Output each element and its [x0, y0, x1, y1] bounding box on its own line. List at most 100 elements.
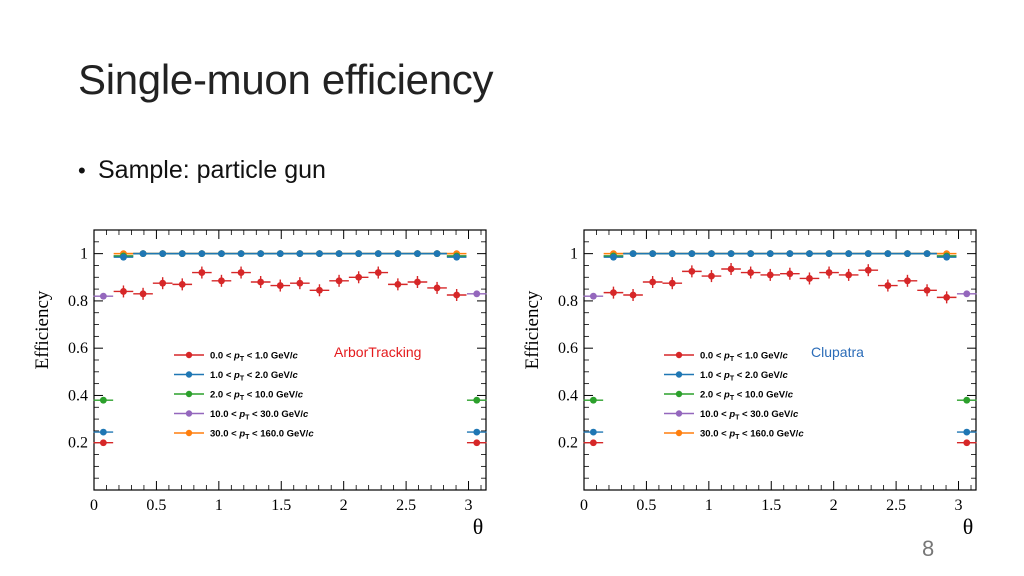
marker [453, 291, 461, 299]
legend-entry: 0.0 < pT < 1.0 GeV/c [174, 351, 298, 363]
y-tick-label: 1 [570, 246, 578, 263]
data-point [799, 250, 820, 258]
data-point [780, 250, 800, 258]
data-point [956, 428, 977, 436]
data-point [917, 250, 937, 258]
marker [727, 250, 735, 258]
data-point [721, 263, 741, 275]
x-tick-label: 1 [705, 497, 713, 514]
legend-marker [675, 351, 683, 359]
marker [99, 396, 107, 404]
marker [198, 250, 206, 258]
y-axis-label: Efficiency [522, 290, 543, 369]
series-0 [583, 263, 977, 447]
bullet-dot-icon: • [78, 157, 86, 183]
marker [668, 279, 676, 287]
data-point [446, 253, 467, 261]
marker [766, 271, 774, 279]
x-tick-label: 1 [215, 497, 223, 514]
data-point [956, 396, 977, 404]
marker [296, 279, 304, 287]
marker [394, 280, 402, 288]
data-point [309, 284, 330, 297]
data-point [427, 250, 447, 258]
data-point [329, 274, 349, 287]
data-point [290, 277, 310, 290]
data-point [878, 250, 898, 258]
legend-label: 2.0 < pT < 10.0 GeV/c [700, 390, 794, 403]
marker [610, 289, 617, 297]
x-tick-label: 3 [465, 497, 473, 514]
data-point [427, 281, 447, 294]
bullet-item: • Sample: particle gun [78, 156, 326, 185]
legend-label: 30.0 < pT < 160.0 GeV/c [210, 429, 314, 442]
data-point [466, 428, 487, 436]
marker [923, 286, 931, 294]
legend-entry: 1.0 < pT < 2.0 GeV/c [174, 370, 298, 383]
legend-marker [675, 371, 683, 378]
data-point [623, 289, 643, 301]
slide-title: Single-muon efficiency [78, 56, 494, 103]
marker [649, 278, 657, 286]
data-point [211, 274, 232, 287]
data-point [133, 287, 153, 300]
marker [316, 250, 323, 258]
marker [668, 250, 676, 258]
x-tick-label: 2.5 [886, 497, 906, 514]
data-point [583, 292, 604, 300]
marker [825, 269, 833, 276]
data-point [231, 266, 251, 279]
data-point [662, 250, 683, 258]
marker [806, 275, 813, 282]
marker [99, 428, 107, 436]
x-tick-label: 2 [830, 497, 838, 514]
page-number: 8 [922, 536, 935, 561]
marker [904, 277, 911, 285]
marker [884, 282, 892, 289]
legend-entry: 2.0 < pT < 10.0 GeV/c [664, 390, 794, 403]
data-point [878, 279, 898, 292]
data-point [917, 284, 937, 297]
efficiency-plot-arbortracking: 0 0.5 1 1.5 2 2.5 3 0.2 0.4 0.6 0.8 1 Efficiency θ 0.0… [32, 229, 487, 539]
marker [963, 439, 971, 447]
legend-marker [675, 410, 683, 417]
y-tick-label: 0.6 [68, 340, 88, 357]
data-point [446, 289, 467, 301]
marker [394, 250, 402, 258]
data-point [682, 265, 702, 278]
marker [589, 439, 597, 447]
marker [589, 292, 597, 300]
marker [904, 250, 911, 258]
x-tick-label: 0.5 [146, 497, 166, 514]
data-point [897, 274, 918, 287]
marker [218, 250, 225, 258]
marker [257, 278, 265, 286]
data-point [270, 250, 291, 258]
legend-marker [675, 429, 683, 437]
data-point [407, 276, 428, 288]
data-point [329, 250, 349, 258]
x-tick-label: 0 [90, 497, 98, 514]
legend-entry: 10.0 < pT < 30.0 GeV/c [664, 409, 799, 422]
marker [943, 253, 951, 261]
marker [864, 250, 872, 258]
legend-label: 10.0 < pT < 30.0 GeV/c [210, 409, 309, 422]
data-point [466, 396, 487, 404]
data-point [936, 291, 957, 304]
data-point [172, 278, 193, 291]
algorithm-label: Clupatra [811, 344, 864, 360]
data-point [348, 250, 369, 258]
data-point [956, 439, 977, 447]
marker [276, 282, 284, 289]
marker [218, 277, 225, 285]
data-point [152, 250, 173, 258]
y-tick-label: 0.2 [68, 435, 88, 452]
marker [99, 439, 107, 447]
legend-label: 1.0 < pT < 2.0 GeV/c [210, 370, 298, 383]
data-point [466, 439, 487, 447]
marker [688, 267, 696, 275]
marker [198, 269, 206, 276]
data-point [466, 290, 487, 298]
legend-marker [185, 390, 193, 398]
data-point [603, 253, 624, 261]
